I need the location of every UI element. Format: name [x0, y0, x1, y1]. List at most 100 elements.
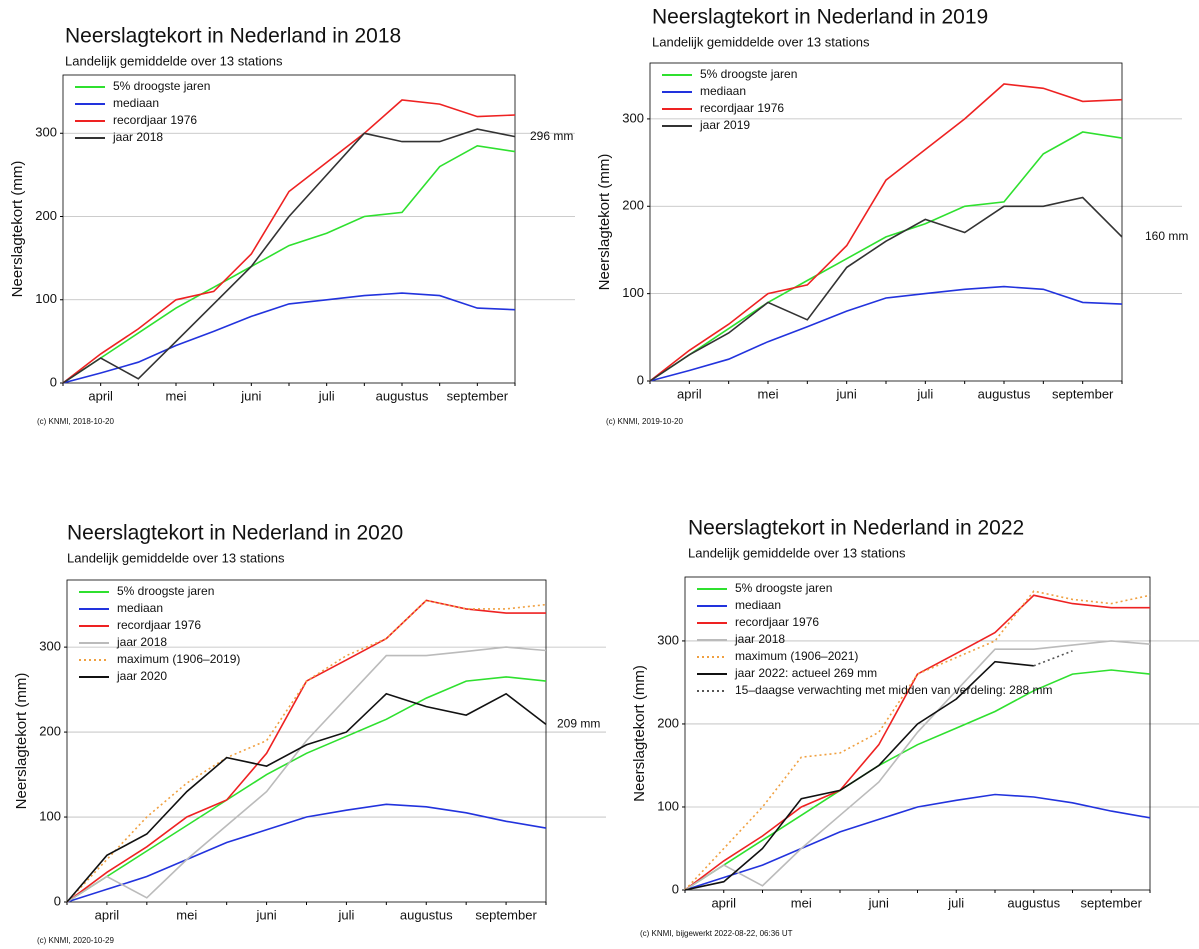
- y-tick-label: 0: [637, 372, 644, 387]
- legend-label: mediaan: [113, 96, 159, 110]
- x-tick-label: april: [88, 388, 113, 403]
- y-tick-label: 100: [39, 808, 61, 823]
- chart-title: Neerslagtekort in Nederland in 2018: [65, 25, 401, 48]
- series-line: [62, 144, 516, 384]
- legend-label: 15–daagse verwachting met midden van ver…: [735, 683, 1053, 697]
- y-tick-label: 0: [50, 374, 57, 389]
- series-line: [1033, 650, 1073, 667]
- legend-label: 5% droogste jaren: [700, 67, 797, 81]
- legend-label: recordjaar 1976: [113, 113, 197, 127]
- legend-label: mediaan: [735, 598, 781, 612]
- footer: (c) KNMI, 2019-10-20: [606, 417, 683, 426]
- x-tick-label: augustus: [400, 907, 453, 922]
- legend-label: maximum (1906–2021): [735, 649, 858, 663]
- chart-subtitle: Landelijk gemiddelde over 13 stations: [65, 53, 283, 68]
- legend-label: 5% droogste jaren: [113, 79, 210, 93]
- chart-subtitle: Landelijk gemiddelde over 13 stations: [652, 34, 870, 49]
- y-tick-label: 100: [35, 291, 57, 306]
- series-line: [649, 285, 1123, 382]
- series-line: [684, 660, 1034, 891]
- chart-title: Neerslagtekort in Nederland in 2022: [688, 517, 1024, 540]
- y-tick-label: 300: [35, 125, 57, 140]
- series-line: [66, 646, 547, 903]
- legend-label: mediaan: [117, 601, 163, 615]
- x-tick-label: juni: [240, 388, 261, 403]
- legend-label: mediaan: [700, 84, 746, 98]
- legend-label: jaar 2018: [116, 635, 167, 649]
- series-line: [66, 599, 547, 903]
- plot-frame: [649, 62, 1123, 382]
- x-tick-label: augustus: [376, 388, 429, 403]
- series-line: [62, 128, 516, 384]
- legend-label: recordjaar 1976: [117, 618, 201, 632]
- x-tick-label: juli: [318, 388, 335, 403]
- series-line: [684, 793, 1151, 891]
- y-tick-label: 300: [622, 110, 644, 125]
- legend-label: 5% droogste jaren: [735, 581, 832, 595]
- legend-label: jaar 2019: [699, 118, 750, 132]
- x-tick-label: mei: [176, 907, 197, 922]
- series-line: [649, 196, 1123, 382]
- y-axis-label: Neerslagtekort (mm): [631, 665, 648, 802]
- legend-label: jaar 2022: actueel 269 mm: [734, 666, 877, 680]
- series-line: [649, 83, 1123, 382]
- y-tick-label: 200: [39, 724, 61, 739]
- x-tick-label: juni: [868, 895, 889, 910]
- series-line: [62, 292, 516, 384]
- x-tick-label: september: [1052, 386, 1114, 401]
- y-tick-label: 200: [622, 198, 644, 213]
- x-tick-label: mei: [166, 388, 187, 403]
- y-axis-label: Neerslagtekort (mm): [9, 161, 26, 298]
- chart-subtitle: Landelijk gemiddelde over 13 stations: [688, 545, 906, 560]
- y-axis-label: Neerslagtekort (mm): [13, 673, 30, 810]
- annotation: 160 mm: [1145, 229, 1188, 243]
- y-tick-label: 0: [54, 893, 61, 908]
- legend-label: 5% droogste jaren: [117, 584, 214, 598]
- footer: (c) KNMI, bijgewerkt 2022-08-22, 06:36 U…: [640, 929, 793, 938]
- legend-label: jaar 2018: [112, 130, 163, 144]
- annotation: 296 mm: [530, 129, 573, 143]
- y-tick-label: 100: [622, 285, 644, 300]
- x-tick-label: april: [95, 907, 120, 922]
- series-line: [66, 676, 547, 903]
- plot-frame: [62, 74, 516, 384]
- chart-title: Neerslagtekort in Nederland in 2020: [67, 522, 403, 545]
- series-line: [684, 669, 1151, 891]
- x-tick-label: augustus: [978, 386, 1031, 401]
- legend-label: recordjaar 1976: [700, 101, 784, 115]
- x-tick-label: juni: [255, 907, 276, 922]
- legend-label: maximum (1906–2019): [117, 652, 240, 666]
- y-tick-label: 300: [39, 639, 61, 654]
- footer: (c) KNMI, 2020-10-29: [37, 936, 114, 945]
- series-line: [62, 99, 516, 384]
- series-line: [684, 594, 1150, 891]
- series-line: [684, 640, 1151, 891]
- plot-frame: [684, 576, 1151, 891]
- legend-label: jaar 2018: [734, 632, 785, 646]
- x-tick-label: mei: [758, 386, 779, 401]
- legend-label: jaar 2020: [116, 669, 167, 683]
- x-tick-label: mei: [791, 895, 812, 910]
- legend-label: recordjaar 1976: [735, 615, 819, 629]
- x-tick-label: juli: [337, 907, 354, 922]
- y-axis-label: Neerslagtekort (mm): [596, 154, 613, 291]
- series-line: [649, 131, 1123, 382]
- x-tick-label: juli: [916, 386, 933, 401]
- plot-frame: [66, 579, 547, 903]
- x-tick-label: april: [711, 895, 736, 910]
- y-tick-label: 100: [657, 798, 679, 813]
- series-line: [66, 803, 547, 903]
- x-tick-label: augustus: [1007, 895, 1060, 910]
- series-line: [66, 692, 547, 903]
- x-tick-label: september: [447, 388, 509, 403]
- annotation: 209 mm: [557, 717, 600, 731]
- x-tick-label: september: [1081, 895, 1143, 910]
- y-tick-label: 300: [657, 632, 679, 647]
- chart-subtitle: Landelijk gemiddelde over 13 stations: [67, 550, 285, 565]
- y-tick-label: 0: [672, 881, 679, 896]
- series-line: [684, 590, 1151, 891]
- y-tick-label: 200: [35, 208, 57, 223]
- chart-title: Neerslagtekort in Nederland in 2019: [652, 6, 988, 29]
- x-tick-label: april: [677, 386, 702, 401]
